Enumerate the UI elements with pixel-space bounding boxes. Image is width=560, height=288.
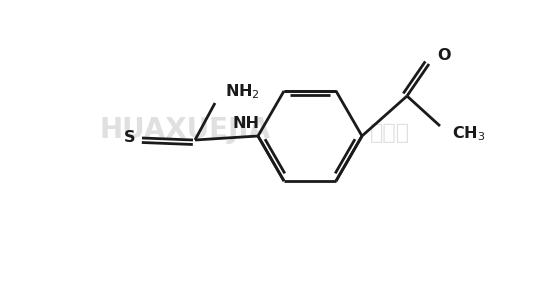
Text: NH: NH — [232, 117, 259, 132]
Text: O: O — [437, 48, 450, 63]
Text: S: S — [124, 130, 136, 145]
Text: CH$_3$: CH$_3$ — [452, 125, 486, 143]
Text: NH$_2$: NH$_2$ — [225, 83, 259, 101]
Text: 化学加: 化学加 — [370, 123, 410, 143]
Text: HUAXUEJIA: HUAXUEJIA — [100, 116, 270, 144]
